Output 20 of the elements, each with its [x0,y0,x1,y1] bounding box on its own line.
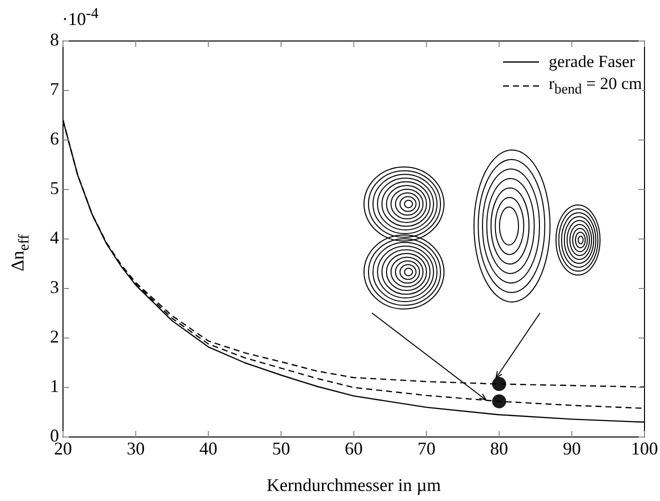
x-tick-label: 70 [417,438,436,459]
x-axis-title: Kerndurchmesser in µm [266,474,441,495]
y-tick-label: 5 [50,178,59,198]
legend-label: gerade Faser [548,52,636,72]
x-tick-label: 50 [272,438,290,459]
x-tick-label: 60 [344,438,363,459]
y-tick-label: 8 [50,30,59,50]
y-tick-label: 1 [50,376,59,396]
y-tick-label: 4 [50,228,59,248]
y-tick-label: 3 [50,277,59,298]
y-tick-label: 6 [50,128,59,149]
x-tick-label: 100 [631,438,658,459]
x-tick-label: 80 [490,438,508,459]
legend-label: r$_{bend}$ = 20 cm [548,74,642,98]
x-tick-label: 30 [126,438,145,459]
y-tick-label: 2 [50,326,59,347]
x-tick-label: 40 [199,438,218,459]
text: ·10$^{-4}$ [62,6,98,30]
x-tick-label: 90 [562,438,581,459]
y-tick-label: 7 [50,79,59,100]
